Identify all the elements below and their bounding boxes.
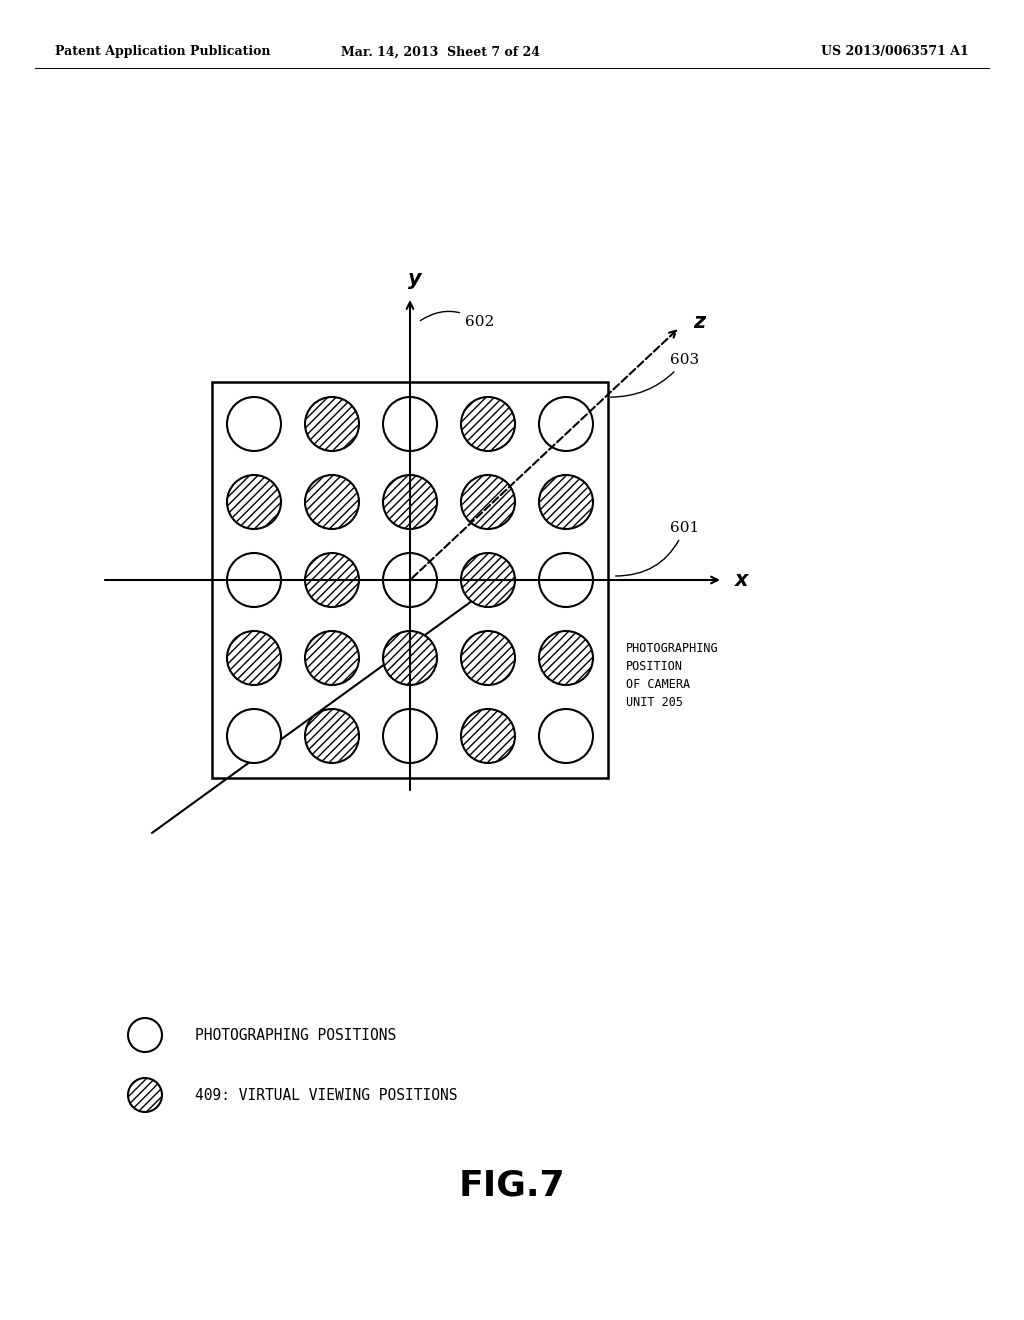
Circle shape [461,397,515,451]
Text: PHOTOGRAPHING
POSITION
OF CAMERA
UNIT 205: PHOTOGRAPHING POSITION OF CAMERA UNIT 20… [626,642,719,709]
Circle shape [227,709,281,763]
Circle shape [383,397,437,451]
Circle shape [461,553,515,607]
Text: z: z [693,312,705,333]
Text: 601: 601 [615,521,699,576]
Circle shape [539,631,593,685]
Text: Mar. 14, 2013  Sheet 7 of 24: Mar. 14, 2013 Sheet 7 of 24 [341,45,540,58]
Circle shape [539,397,593,451]
Text: 409: VIRTUAL VIEWING POSITIONS: 409: VIRTUAL VIEWING POSITIONS [195,1088,458,1102]
Circle shape [128,1078,162,1111]
Circle shape [305,553,359,607]
Circle shape [305,397,359,451]
Text: PHOTOGRAPHING POSITIONS: PHOTOGRAPHING POSITIONS [195,1027,396,1043]
Circle shape [227,631,281,685]
Text: 602: 602 [420,312,495,329]
Circle shape [539,709,593,763]
Circle shape [461,475,515,529]
Circle shape [539,553,593,607]
Circle shape [227,553,281,607]
Text: Patent Application Publication: Patent Application Publication [55,45,270,58]
Text: US 2013/0063571 A1: US 2013/0063571 A1 [821,45,969,58]
Circle shape [305,631,359,685]
Circle shape [383,631,437,685]
Text: FIG.7: FIG.7 [459,1168,565,1203]
Circle shape [461,709,515,763]
Circle shape [383,553,437,607]
Text: y: y [409,269,422,289]
Text: x: x [735,570,749,590]
Circle shape [305,709,359,763]
Bar [212,383,608,777]
Circle shape [128,1018,162,1052]
Circle shape [461,631,515,685]
Circle shape [383,475,437,529]
Circle shape [539,475,593,529]
Circle shape [227,397,281,451]
Circle shape [305,475,359,529]
Circle shape [227,475,281,529]
Text: 603: 603 [610,354,699,397]
Circle shape [383,709,437,763]
